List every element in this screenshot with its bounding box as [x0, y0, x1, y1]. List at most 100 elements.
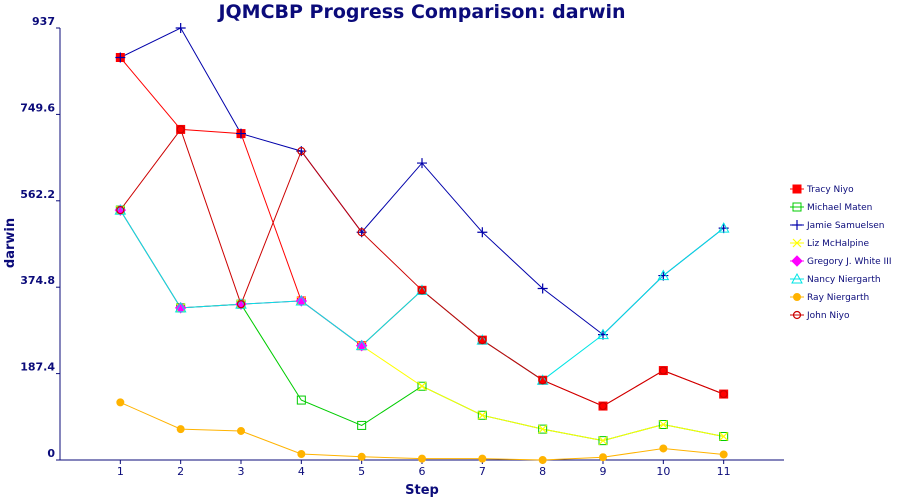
data-point [478, 454, 487, 463]
legend-marker [791, 255, 803, 267]
data-point [598, 401, 608, 411]
data-point [236, 300, 246, 309]
data-point [477, 410, 487, 420]
series-layer [114, 23, 730, 464]
x-tick-label: 1 [117, 465, 124, 478]
legend-marker [792, 238, 802, 248]
data-point [598, 436, 608, 446]
data-point [719, 432, 729, 441]
y-tick-label: 187.4 [20, 361, 55, 374]
legend-label: Gregory J. White III [807, 257, 892, 267]
legend-label: Ray Niergarth [807, 293, 869, 303]
legend-marker [792, 184, 802, 194]
x-tick-label: 2 [177, 465, 184, 478]
data-point [417, 158, 427, 169]
y-axis-label: darwin [3, 218, 18, 268]
x-tick-label: 8 [539, 465, 546, 478]
data-point [116, 206, 125, 215]
legend-label: Liz McHalpine [807, 239, 870, 249]
data-point [417, 286, 427, 295]
data-point [719, 450, 728, 459]
data-point [297, 450, 306, 459]
data-point [357, 420, 367, 430]
series-line [119, 209, 362, 347]
data-point [355, 339, 368, 351]
y-tick-label: 374.8 [20, 274, 55, 287]
legend-marker [793, 293, 801, 301]
data-point [538, 456, 547, 464]
data-point [236, 128, 246, 139]
legend-marker [792, 202, 802, 212]
data-point [659, 444, 668, 453]
y-tick-label: 562.2 [20, 188, 55, 201]
data-point [657, 269, 670, 281]
data-point [537, 283, 548, 294]
legend-label: Michael Maten [807, 203, 872, 213]
data-point [295, 295, 308, 307]
series-line [119, 209, 725, 381]
x-tick-label: 11 [717, 465, 731, 478]
legend-item: Ray Niergarth [790, 293, 869, 303]
y-tick-label: 749.6 [20, 101, 55, 114]
series-line [119, 209, 724, 442]
legend-label: Jamie Samuelsen [806, 221, 885, 231]
legend-item: Tracy Niyo [790, 184, 854, 195]
data-point [538, 424, 548, 434]
data-point [116, 398, 125, 407]
data-point [417, 381, 427, 391]
data-point [478, 336, 487, 345]
data-point [418, 454, 426, 463]
data-point [174, 301, 187, 313]
data-point [719, 431, 729, 441]
data-point [538, 424, 548, 434]
legend-item: Gregory J. White III [790, 255, 892, 267]
data-point [477, 227, 488, 238]
data-point [357, 452, 366, 461]
data-point [176, 125, 185, 134]
data-point [658, 420, 668, 429]
x-tick-label: 4 [298, 465, 305, 478]
axes: 0 187.4 374.8 562.2 749.6 937 1 2 3 4 5 6 7 8 9 10 11 [20, 15, 784, 478]
data-point [297, 146, 306, 156]
data-point [296, 395, 306, 405]
legend-item: Nancy Niergarth [790, 272, 881, 285]
data-point [598, 436, 608, 446]
chart-title: JQMCBP Progress Comparison: darwin [216, 1, 625, 23]
data-point [658, 419, 668, 429]
x-tick-label: 9 [600, 465, 607, 478]
x-tick-label: 10 [656, 465, 670, 478]
series-line [119, 128, 724, 407]
legend: Tracy Niyo Michael Maten Jamie Samuelsen Li… [790, 184, 892, 321]
series-line [119, 209, 724, 442]
data-point [417, 381, 427, 391]
legend-label: Nancy Niergarth [807, 275, 881, 285]
data-point [538, 376, 547, 385]
legend-marker [791, 272, 803, 284]
x-tick-label: 6 [419, 465, 426, 478]
y-tick-label: 937 [32, 15, 55, 28]
data-point [717, 222, 730, 233]
legend-label: Tracy Niyo [806, 185, 854, 195]
legend-item: Jamie Samuelsen [790, 220, 885, 231]
data-point [174, 302, 187, 314]
data-point [719, 389, 728, 399]
legend-item: Michael Maten [790, 202, 872, 213]
x-tick-label: 7 [479, 465, 486, 478]
data-point [357, 228, 366, 237]
data-point [237, 426, 245, 435]
x-tick-label: 3 [238, 465, 245, 478]
data-point [295, 294, 308, 306]
legend-marker [792, 310, 802, 320]
legend-item: Liz McHalpine [790, 238, 870, 249]
data-point [477, 410, 487, 420]
x-tick-label: 5 [358, 465, 365, 478]
data-point [659, 366, 668, 375]
legend-item: John Niyo [790, 310, 850, 321]
y-tick-label: 0 [47, 447, 55, 460]
data-point [599, 453, 607, 462]
data-point [115, 52, 126, 63]
data-point [176, 425, 185, 434]
series-line [119, 57, 724, 407]
data-point [175, 23, 186, 33]
